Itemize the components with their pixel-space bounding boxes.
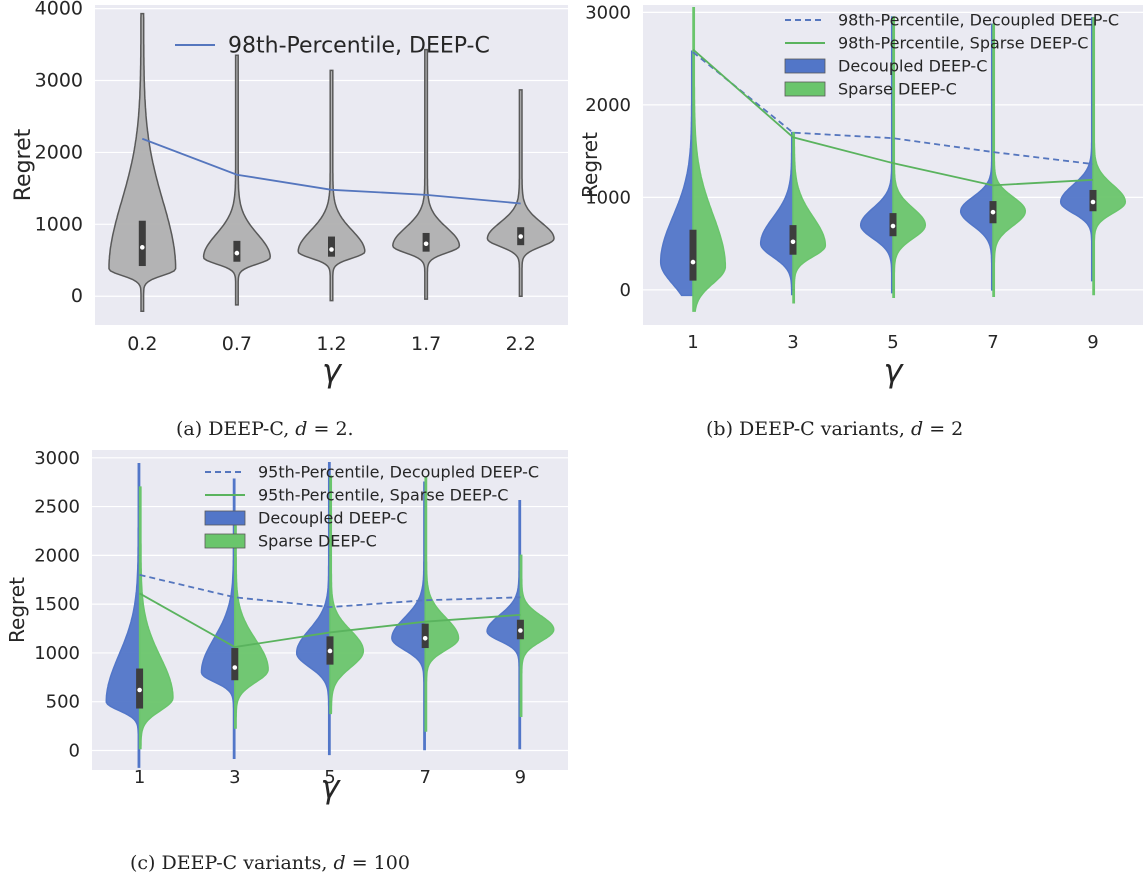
violin-deep-c: [392, 48, 461, 300]
median-point: [234, 250, 240, 256]
legend-label: 95th-Percentile, Decoupled DEEP-C: [258, 463, 539, 482]
legend-label: Decoupled DEEP-C: [258, 509, 407, 528]
legend-label: 98th-Percentile, Sparse DEEP-C: [838, 34, 1088, 53]
legend-patch: [784, 81, 826, 97]
x-tick-label: 9: [1087, 332, 1098, 353]
legend-label: Sparse DEEP-C: [838, 80, 957, 99]
y-tick-label: 4000: [35, 0, 83, 20]
legend-label: Sparse DEEP-C: [258, 532, 377, 551]
median-point: [890, 223, 896, 229]
y-tick-label: 1500: [34, 594, 80, 615]
x-axis-label: γ: [322, 352, 343, 390]
x-tick-label: 1.7: [411, 333, 441, 355]
y-tick-label: 2000: [585, 95, 631, 116]
caption-c: (c) DEEP-C variants, d = 100: [130, 852, 410, 874]
caption-b: (b) DEEP-C variants, d = 2: [706, 418, 964, 440]
y-tick-label: 1000: [585, 187, 631, 208]
x-axis-label: γ: [884, 352, 905, 390]
y-axis-label: Regret: [578, 132, 602, 198]
x-tick-label: 3: [229, 767, 240, 788]
legend-label: 95th-Percentile, Sparse DEEP-C: [258, 486, 508, 505]
y-tick-label: 3000: [35, 70, 83, 92]
median-point: [140, 245, 145, 250]
median-point: [232, 665, 238, 670]
x-tick-label: 7: [419, 767, 430, 788]
y-tick-label: 1000: [34, 643, 80, 664]
x-tick-label: 1: [134, 767, 145, 788]
x-axis-label: γ: [321, 768, 342, 806]
legend-label: 98th-Percentile, DEEP-C: [228, 34, 490, 59]
median-point: [518, 234, 523, 239]
percentile-line: [141, 137, 521, 205]
violin-deep-c: [486, 89, 555, 297]
caption-a: (a) DEEP-C, d = 2.: [176, 418, 354, 440]
x-tick-label: 1: [687, 332, 698, 353]
violin-sparse-deep-c: [329, 475, 365, 715]
median-point: [990, 209, 996, 215]
y-tick-label: 1000: [35, 213, 83, 235]
violin-sparse-deep-c: [892, 16, 927, 299]
percentile-line: [139, 574, 521, 608]
x-tick-label: 0.2: [127, 333, 157, 355]
median-point: [422, 635, 428, 641]
chart-c: 0 500 1000 1500 2000 2500 3000 1 3 5 7 9 γ Regret 95th…: [5, 448, 568, 806]
median-point: [790, 239, 796, 245]
legend-patch: [784, 58, 826, 74]
median-point: [329, 247, 334, 252]
y-tick-label: 500: [46, 692, 80, 713]
violin-sparse-deep-c: [138, 486, 174, 750]
legend-label: Decoupled DEEP-C: [838, 57, 987, 76]
legend-patch: [204, 533, 246, 549]
violin-deep-c: [108, 12, 177, 313]
x-tick-label: 9: [515, 767, 526, 788]
y-tick-label: 0: [69, 740, 80, 761]
violin-deep-c: [297, 69, 366, 302]
y-tick-label: 0: [620, 280, 631, 301]
x-tick-label: 3: [787, 332, 798, 353]
percentile-line: [692, 48, 1094, 187]
x-tick-label: 1.2: [316, 333, 346, 355]
median-point: [137, 687, 142, 693]
x-tick-label: 5: [324, 767, 335, 788]
y-axis-label: Regret: [5, 577, 29, 643]
percentile-line: [692, 51, 1094, 165]
median-point: [1090, 199, 1096, 205]
x-tick-label: 5: [887, 332, 898, 353]
y-tick-label: 3000: [34, 448, 80, 469]
median-point: [690, 259, 696, 265]
percentile-line: [139, 592, 521, 649]
quartile-box: [328, 236, 335, 257]
quartile-box: [689, 229, 697, 281]
quartile-box: [138, 220, 146, 267]
median-point: [423, 241, 429, 247]
y-tick-label: 2000: [34, 545, 80, 566]
quartile-box: [421, 623, 429, 649]
y-tick-label: 2000: [35, 141, 83, 163]
y-axis-label: Regret: [11, 128, 36, 201]
x-tick-label: 7: [987, 332, 998, 353]
legend-label: 98th-Percentile, Decoupled DEEP-C: [838, 11, 1119, 30]
y-tick-label: 0: [71, 285, 83, 307]
violin-deep-c: [202, 54, 271, 306]
violin-sparse-deep-c: [692, 7, 727, 312]
median-point: [518, 628, 523, 633]
quartile-box: [231, 648, 239, 681]
chart-b: 0 1000 2000 3000 1 3 5 7 9 γ Regret 98th-Percentile…: [578, 2, 1143, 390]
chart-a: 0 1000 2000 3000 4000 0.2 0.7 1.2 1.7 2.2 γ Regret 9…: [11, 0, 568, 390]
y-tick-label: 3000: [585, 2, 631, 23]
legend-patch: [204, 510, 246, 526]
y-tick-label: 2500: [34, 497, 80, 518]
median-point: [327, 648, 333, 654]
x-tick-label: 0.7: [222, 333, 252, 355]
x-tick-label: 2.2: [506, 333, 536, 355]
violin-sparse-deep-c: [519, 554, 555, 718]
